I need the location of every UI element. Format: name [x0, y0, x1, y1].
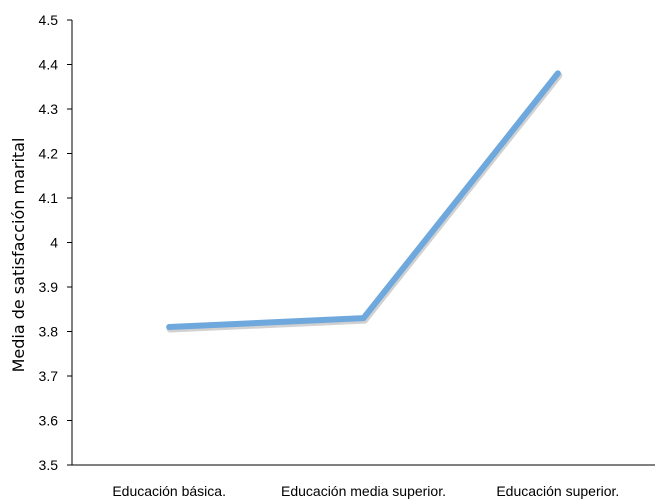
- y-tick-labels: 3.5 3.6 3.7 3.8 3.9 4 4.1 4.2 4.3 4.4 4.5: [39, 12, 59, 473]
- y-tick-label: 4: [50, 235, 58, 251]
- y-tick-label: 4.2: [39, 146, 59, 162]
- series-group: [166, 70, 563, 333]
- y-tick-label: 3.8: [39, 324, 59, 340]
- series-line-shadow: [166, 71, 563, 333]
- x-category-label: Educación media superior.: [281, 483, 446, 499]
- series-line: [166, 70, 561, 331]
- y-tick-label: 3.6: [39, 413, 59, 429]
- y-tick-label: 3.5: [39, 457, 59, 473]
- y-tick-label: 4.5: [39, 12, 59, 28]
- axes: [67, 19, 655, 466]
- y-tick-label: 4.4: [39, 57, 59, 73]
- y-axis-title: Media de satisfacción marital: [9, 138, 28, 373]
- y-tick-label: 4.1: [39, 190, 59, 206]
- y-tick-label: 3.7: [39, 368, 59, 384]
- x-category-labels: Educación básica. Educación media superio…: [112, 483, 619, 499]
- x-category-label: Educación superior.: [496, 483, 619, 499]
- x-category-label: Educación básica.: [112, 483, 226, 499]
- y-tick-label: 3.9: [39, 279, 59, 295]
- y-tick-label: 4.3: [39, 101, 59, 117]
